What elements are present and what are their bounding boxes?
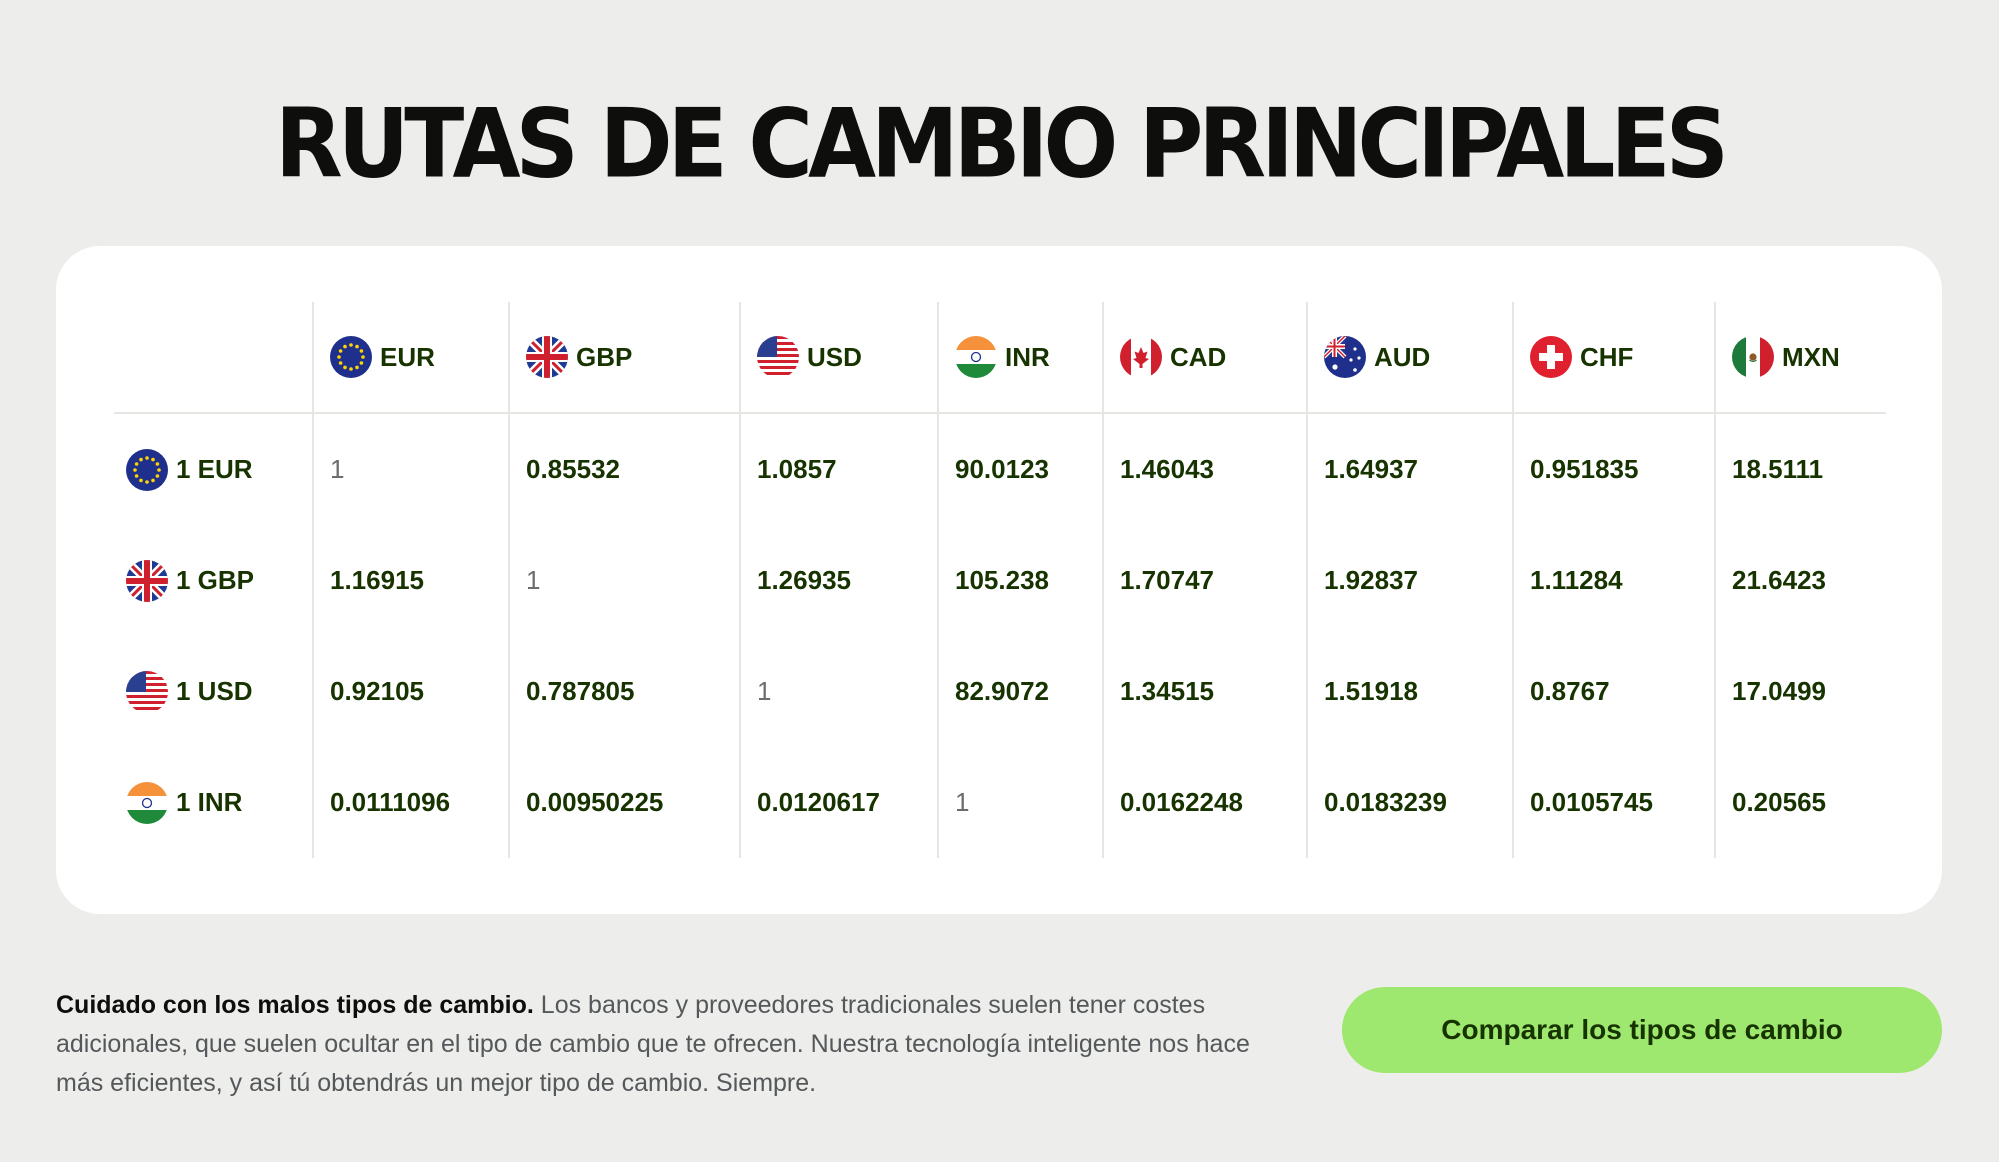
column-header-label: GBP <box>576 341 633 372</box>
table-row: 1 GBP 1.16915 1 1.26935 105.238 1.70747 … <box>114 525 1886 636</box>
rate-cell: 1.70747 <box>1102 525 1307 636</box>
row-header-label: 1 USD <box>176 676 253 706</box>
page-title: RUTAS DE CAMBIO PRINCIPALES <box>275 87 1729 200</box>
rate-cell: 1.11284 <box>1512 525 1715 636</box>
mexico-flag-icon <box>1732 336 1774 378</box>
rate-cell: 1.92837 <box>1306 525 1513 636</box>
column-header-label: EUR <box>380 341 435 372</box>
india-flag-icon <box>955 336 997 378</box>
column-header-gbp: GBP <box>508 302 740 414</box>
table-header-row: EUR GBP USD INR CAD AUD CHF MXN <box>114 302 1886 414</box>
row-header-label: 1 EUR <box>176 454 253 484</box>
column-header-label: AUD <box>1374 341 1431 372</box>
column-header-label: USD <box>807 341 862 372</box>
rate-cell: 0.20565 <box>1714 747 1886 858</box>
rate-cell: 1.34515 <box>1102 636 1307 747</box>
rate-cell: 1.51918 <box>1306 636 1513 747</box>
column-header-aud: AUD <box>1306 302 1513 414</box>
rate-cell: 1.16915 <box>312 525 509 636</box>
rate-cell: 21.6423 <box>1714 525 1886 636</box>
india-flag-icon <box>126 781 168 824</box>
column-header-label: MXN <box>1782 341 1840 372</box>
note-body: Los bancos y proveedores tradicionales s… <box>56 991 1250 1097</box>
rate-cell: 0.00950225 <box>508 747 740 858</box>
rate-cell: 1.0857 <box>739 413 938 525</box>
row-header-label: 1 GBP <box>176 565 255 595</box>
rate-cell: 0.85532 <box>508 413 740 525</box>
bad-rates-note: Cuidado con los malos tipos de cambio. L… <box>56 986 1276 1103</box>
column-header-label: INR <box>1005 341 1050 372</box>
switzerland-flag-icon <box>1530 336 1572 378</box>
rate-cell: 1.26935 <box>739 525 938 636</box>
column-header-inr: INR <box>937 302 1103 414</box>
exchange-rates-table: EUR GBP USD INR CAD AUD CHF MXN 1 EUR 1 … <box>114 302 1886 858</box>
column-header-chf: CHF <box>1512 302 1715 414</box>
column-header-label: CHF <box>1580 341 1634 372</box>
row-header-label: 1 INR <box>176 787 243 817</box>
column-header-label: CAD <box>1170 341 1227 372</box>
us-flag-icon <box>757 336 799 378</box>
eu-flag-icon <box>126 448 168 491</box>
compare-rates-button[interactable]: Comparar los tipos de cambio <box>1342 987 1942 1073</box>
rate-cell: 0.0111096 <box>312 747 509 858</box>
rate-cell: 1 <box>508 525 740 636</box>
column-header-eur: EUR <box>312 302 509 414</box>
rate-cell: 0.8767 <box>1512 636 1715 747</box>
rate-cell: 0.787805 <box>508 636 740 747</box>
canada-flag-icon <box>1120 336 1162 378</box>
rate-cell: 1 <box>739 636 938 747</box>
row-header-inr: 1 INR <box>114 747 313 858</box>
table-corner-cell <box>114 302 313 414</box>
note-heading: Cuidado con los malos tipos de cambio. <box>56 991 534 1019</box>
eu-flag-icon <box>330 336 372 378</box>
rate-cell: 0.0162248 <box>1102 747 1307 858</box>
rate-cell: 82.9072 <box>937 636 1103 747</box>
exchange-rates-card: EUR GBP USD INR CAD AUD CHF MXN 1 EUR 1 … <box>56 246 1942 914</box>
rate-cell: 1.46043 <box>1102 413 1307 525</box>
table-row: 1 EUR 1 0.85532 1.0857 90.0123 1.46043 1… <box>114 413 1886 525</box>
table-row: 1 USD 0.92105 0.787805 1 82.9072 1.34515… <box>114 636 1886 747</box>
row-header-usd: 1 USD <box>114 636 313 747</box>
rate-cell: 90.0123 <box>937 413 1103 525</box>
rate-cell: 105.238 <box>937 525 1103 636</box>
rate-cell: 0.951835 <box>1512 413 1715 525</box>
uk-flag-icon <box>126 559 168 602</box>
rate-cell: 0.0105745 <box>1512 747 1715 858</box>
rate-cell: 0.0183239 <box>1306 747 1513 858</box>
rate-cell: 0.0120617 <box>739 747 938 858</box>
us-flag-icon <box>126 670 168 713</box>
rate-cell: 1.64937 <box>1306 413 1513 525</box>
rate-cell: 1 <box>937 747 1103 858</box>
table-row: 1 INR 0.0111096 0.00950225 0.0120617 1 0… <box>114 747 1886 858</box>
column-header-usd: USD <box>739 302 938 414</box>
row-header-eur: 1 EUR <box>114 413 313 525</box>
rate-cell: 0.92105 <box>312 636 509 747</box>
uk-flag-icon <box>526 336 568 378</box>
column-header-mxn: MXN <box>1714 302 1886 414</box>
column-header-cad: CAD <box>1102 302 1307 414</box>
rate-cell: 18.5111 <box>1714 413 1886 525</box>
rate-cell: 1 <box>312 413 509 525</box>
australia-flag-icon <box>1324 336 1366 378</box>
rate-cell: 17.0499 <box>1714 636 1886 747</box>
row-header-gbp: 1 GBP <box>114 525 313 636</box>
